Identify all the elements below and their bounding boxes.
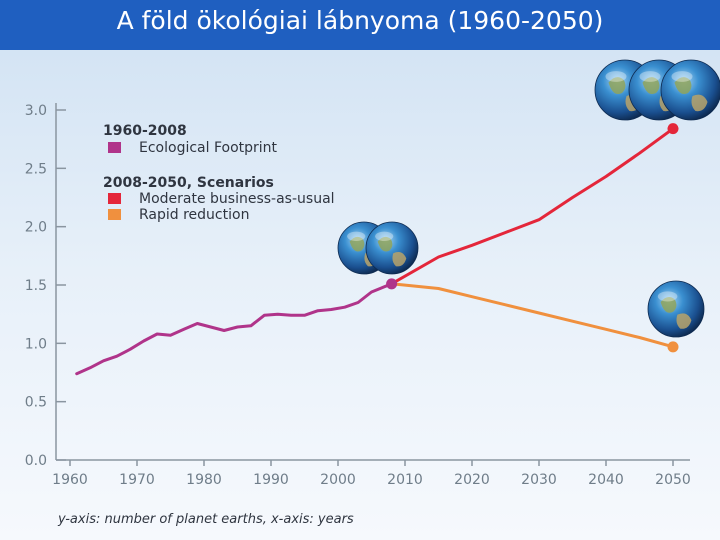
page-title: A föld ökológiai lábnyoma (1960-2050) xyxy=(116,6,604,35)
y-tick-label: 3.0 xyxy=(25,103,47,119)
earth-globe-icon xyxy=(365,221,419,275)
y-tick-label: 1.5 xyxy=(25,278,47,294)
chart-legend: 1960-2008 Ecological Footprint 2008-2050… xyxy=(103,123,335,223)
chart-panel xyxy=(0,50,720,540)
legend-item-footprint: Ecological Footprint xyxy=(139,140,278,156)
legend-item-rapid-reduction: Rapid reduction xyxy=(139,207,249,223)
x-tick-label: 1990 xyxy=(253,472,289,488)
x-tick-label: 1960 xyxy=(52,472,88,488)
x-tick-label: 2020 xyxy=(454,472,490,488)
series-line-rapid-reduction xyxy=(390,282,675,349)
legend-group2-title: 2008-2050, Scenarios xyxy=(103,175,274,191)
series-line-footprint xyxy=(75,282,394,376)
data-point-marker xyxy=(667,123,679,135)
x-tick-label: 1970 xyxy=(119,472,155,488)
legend-swatch-rapid-reduction xyxy=(108,209,121,220)
legend-swatch-business-as-usual xyxy=(108,193,121,204)
y-tick-label: 1.0 xyxy=(25,336,47,352)
data-point-marker xyxy=(386,278,398,290)
data-point-marker xyxy=(667,341,679,353)
y-tick-label: 2.0 xyxy=(25,220,47,236)
axis-caption: y-axis: number of planet earths, x-axis:… xyxy=(57,512,354,527)
x-tick-label: 2050 xyxy=(655,472,691,488)
x-tick-label: 2010 xyxy=(387,472,423,488)
legend-swatch-footprint xyxy=(108,142,121,153)
x-tick-label: 2030 xyxy=(521,472,557,488)
series-line-business-as-usual xyxy=(390,127,675,286)
earth-globe-icon xyxy=(647,280,705,338)
legend-item-business-as-usual: Moderate business-as-usual xyxy=(139,191,335,207)
earth-globe-icon xyxy=(660,59,720,121)
y-tick-label: 0.0 xyxy=(25,453,47,469)
y-tick-label: 0.5 xyxy=(25,395,47,411)
x-tick-label: 2040 xyxy=(588,472,624,488)
legend-group1-title: 1960-2008 xyxy=(103,123,187,139)
x-tick-label: 1980 xyxy=(186,472,222,488)
y-tick-label: 2.5 xyxy=(25,161,47,177)
title-bar: A föld ökológiai lábnyoma (1960-2050) xyxy=(0,0,720,50)
x-tick-label: 2000 xyxy=(320,472,356,488)
